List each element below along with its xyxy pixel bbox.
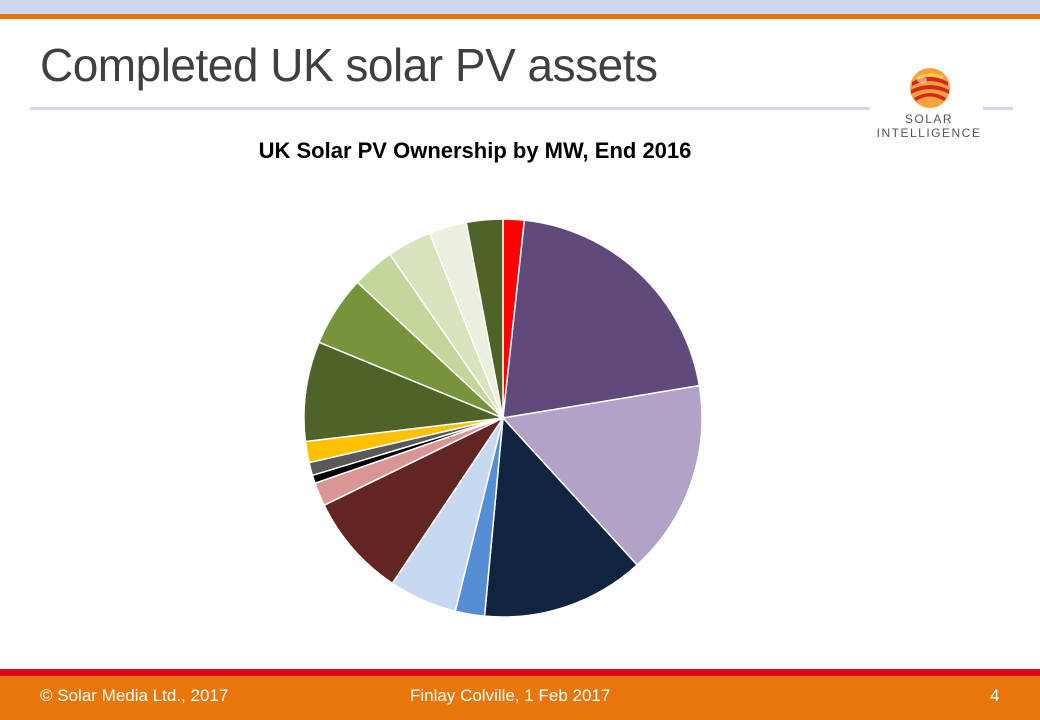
pie-chart xyxy=(303,218,703,618)
footer-red-rule xyxy=(0,669,1040,676)
top-band xyxy=(0,0,1040,14)
pie-slice-7 xyxy=(323,416,506,585)
logo-text-line2: INTELLIGENCE xyxy=(876,126,982,140)
pie-slice-3 xyxy=(501,384,703,567)
pie-slice-17 xyxy=(465,218,504,419)
footer-author-date: Finlay Colville, 1 Feb 2017 xyxy=(410,686,611,705)
footer-page-number: 4 xyxy=(990,686,1000,705)
pie-slice-2 xyxy=(502,219,701,419)
logo-text-line1: SOLAR xyxy=(904,112,954,126)
title-underline xyxy=(30,107,870,110)
logo-text: SOLAR INTELLIGENCE xyxy=(870,112,988,140)
top-orange-rule xyxy=(0,14,1040,19)
solar-intelligence-logo: SOLAR INTELLIGENCE xyxy=(870,62,988,148)
chart-title: UK Solar PV Ownership by MW, End 2016 xyxy=(258,138,692,163)
footer-copyright: © Solar Media Ltd., 2017 xyxy=(40,686,229,705)
title-underline-right xyxy=(983,107,1013,110)
footer: © Solar Media Ltd., 2017 Finlay Colville… xyxy=(0,676,1040,720)
pie-slice-12 xyxy=(303,341,506,443)
pie-slice-4 xyxy=(483,416,639,618)
slide-title: Completed UK solar PV assets xyxy=(40,39,658,91)
globe-icon xyxy=(910,68,950,108)
